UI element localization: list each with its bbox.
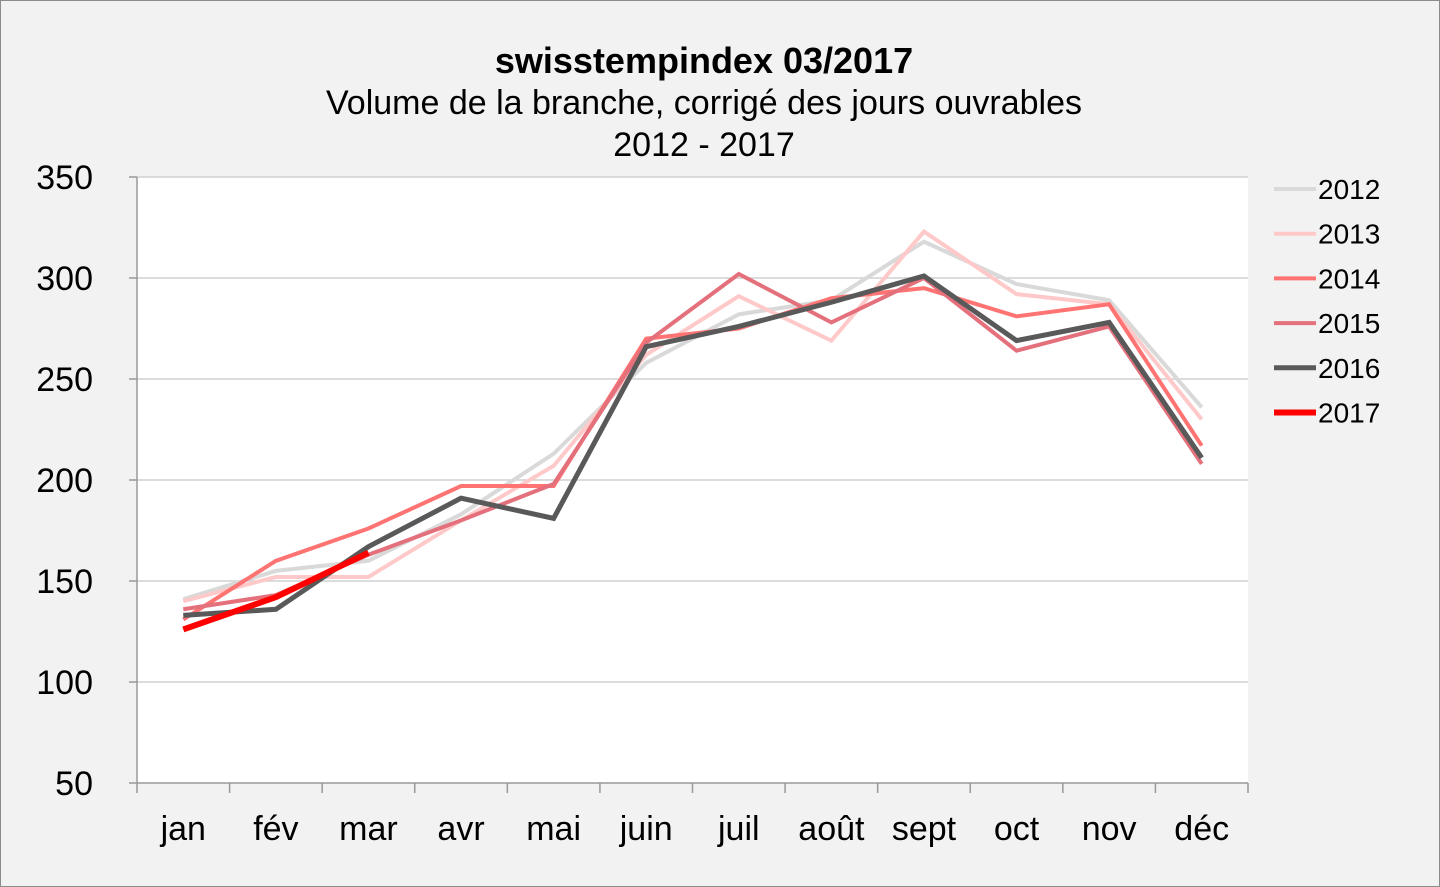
x-tick-label: avr: [437, 810, 484, 848]
y-tick-label: 250: [36, 361, 93, 399]
x-tick-label: oct: [994, 810, 1040, 848]
legend-label-2017: 2017: [1318, 398, 1380, 429]
legend-label-2012: 2012: [1318, 174, 1380, 205]
y-tick-label: 150: [36, 563, 93, 601]
y-tick-label: 300: [36, 260, 93, 298]
x-tick-label: jan: [160, 810, 206, 848]
series-line-2017: [182, 550, 370, 633]
x-tick-label: mai: [526, 810, 581, 848]
y-tick-label: 200: [36, 462, 93, 500]
legend-label-2014: 2014: [1318, 263, 1380, 294]
y-tick-label: 50: [55, 765, 93, 803]
y-tick-label: 350: [36, 159, 93, 197]
x-tick-label: fév: [253, 810, 298, 848]
x-tick-label: juin: [619, 810, 673, 848]
chart-subtitle-years: 2012 - 2017: [613, 126, 795, 164]
legend-label-2015: 2015: [1318, 308, 1380, 339]
y-tick-label: 100: [36, 664, 93, 702]
x-tick-label: mar: [339, 810, 398, 848]
x-tick-label: déc: [1174, 810, 1229, 848]
x-tick-label: sept: [892, 810, 957, 848]
x-tick-label: juil: [717, 810, 760, 848]
legend-label-2013: 2013: [1318, 219, 1380, 250]
chart-title: swisstempindex 03/2017: [494, 40, 914, 81]
x-tick-label: nov: [1082, 810, 1137, 848]
chart-subtitle: Volume de la branche, corrigé des jours …: [326, 84, 1082, 122]
legend-label-2016: 2016: [1318, 353, 1380, 384]
x-tick-label: août: [798, 810, 865, 848]
series-line-2014: [182, 286, 1204, 622]
series-line-2013: [182, 228, 1204, 604]
